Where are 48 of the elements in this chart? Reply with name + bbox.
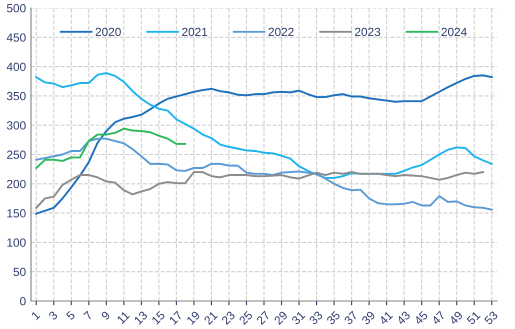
line-series: [35, 138, 493, 211]
line-series: [35, 72, 493, 179]
legend-label: 2022: [268, 28, 294, 36]
x-tick-label: 39: [361, 310, 376, 326]
legend-label: 2023: [355, 28, 380, 36]
legend-label: 2024: [442, 28, 467, 36]
y-tick-label: 350: [6, 92, 26, 100]
x-tick-label: 51: [466, 310, 481, 326]
x-tick-label: 13: [134, 310, 148, 325]
x-tick-label: 9: [100, 310, 110, 320]
y-tick-label: 200: [7, 180, 26, 188]
y-tick-label: 0: [20, 297, 26, 306]
y-tick-label: 50: [13, 268, 26, 276]
x-tick-label: 27: [256, 310, 270, 325]
x-tick-label: 3: [48, 310, 58, 320]
x-tick-label: 15: [151, 310, 166, 325]
x-tick-label: 19: [186, 310, 200, 325]
x-tick-label: 17: [168, 310, 183, 325]
y-tick-label: 300: [6, 121, 26, 130]
x-tick-label: 47: [431, 310, 446, 326]
x-tick-label: 49: [448, 310, 464, 326]
x-tick-label: 37: [344, 310, 358, 326]
x-tick-label: 21: [204, 310, 218, 325]
x-tick-label: 35: [326, 310, 341, 326]
x-tick-label: 53: [484, 310, 498, 326]
y-tick-label: 100: [7, 238, 26, 247]
legend-label: 2021: [182, 28, 208, 36]
x-tick-label: 45: [414, 310, 428, 326]
x-tick-label: 25: [238, 310, 254, 326]
x-tick-label: 1: [30, 310, 40, 320]
line-series: [35, 74, 493, 215]
y-tick-label: 150: [7, 209, 26, 218]
legend-label: 2020: [96, 28, 121, 36]
x-tick-label: 7: [83, 310, 93, 320]
x-tick-label: 23: [221, 310, 236, 326]
x-tick-label: 5: [66, 310, 76, 320]
y-tick-label: 250: [7, 150, 26, 159]
y-tick-label: 500: [6, 4, 26, 12]
line-series: [35, 171, 484, 209]
x-tick-label: 31: [291, 310, 306, 326]
x-tick-label: 43: [396, 310, 411, 326]
y-tick-label: 450: [6, 33, 26, 42]
x-tick-label: 41: [378, 310, 394, 326]
x-tick-label: 33: [308, 310, 324, 326]
x-tick-label: 11: [116, 310, 130, 324]
x-tick-label: 29: [274, 310, 288, 326]
line-series: [35, 128, 186, 169]
y-tick-label: 400: [6, 62, 26, 71]
